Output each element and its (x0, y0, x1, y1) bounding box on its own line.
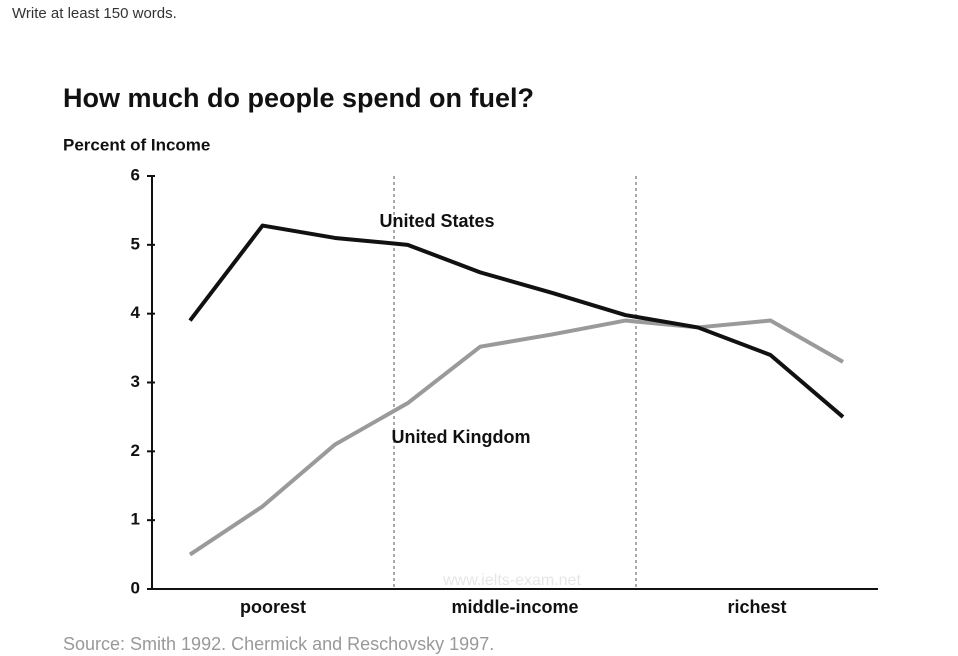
chart-title: How much do people spend on fuel? (63, 83, 534, 113)
source: Source: Smith 1992. Chermick and Reschov… (63, 634, 494, 654)
y-tick-label: 4 (131, 303, 141, 322)
watermark: www.ielts-exam.net (442, 572, 581, 589)
instruction: Write at least 150 words. (12, 5, 177, 22)
series-label: United Kingdom (392, 427, 531, 447)
x-category-label: richest (727, 597, 786, 617)
series-line (188, 318, 844, 557)
y-tick-label: 2 (131, 441, 140, 460)
y-tick-label: 1 (131, 510, 140, 529)
y-axis-label: Percent of Income (63, 135, 210, 154)
series-line (188, 223, 845, 419)
x-category-label: poorest (240, 597, 306, 617)
y-tick-label: 0 (131, 578, 140, 597)
y-tick-label: 6 (131, 165, 140, 184)
x-category-label: middle-income (451, 597, 578, 617)
y-tick-label: 5 (131, 234, 140, 253)
y-tick-label: 3 (131, 372, 140, 391)
series-label: United States (379, 211, 494, 231)
